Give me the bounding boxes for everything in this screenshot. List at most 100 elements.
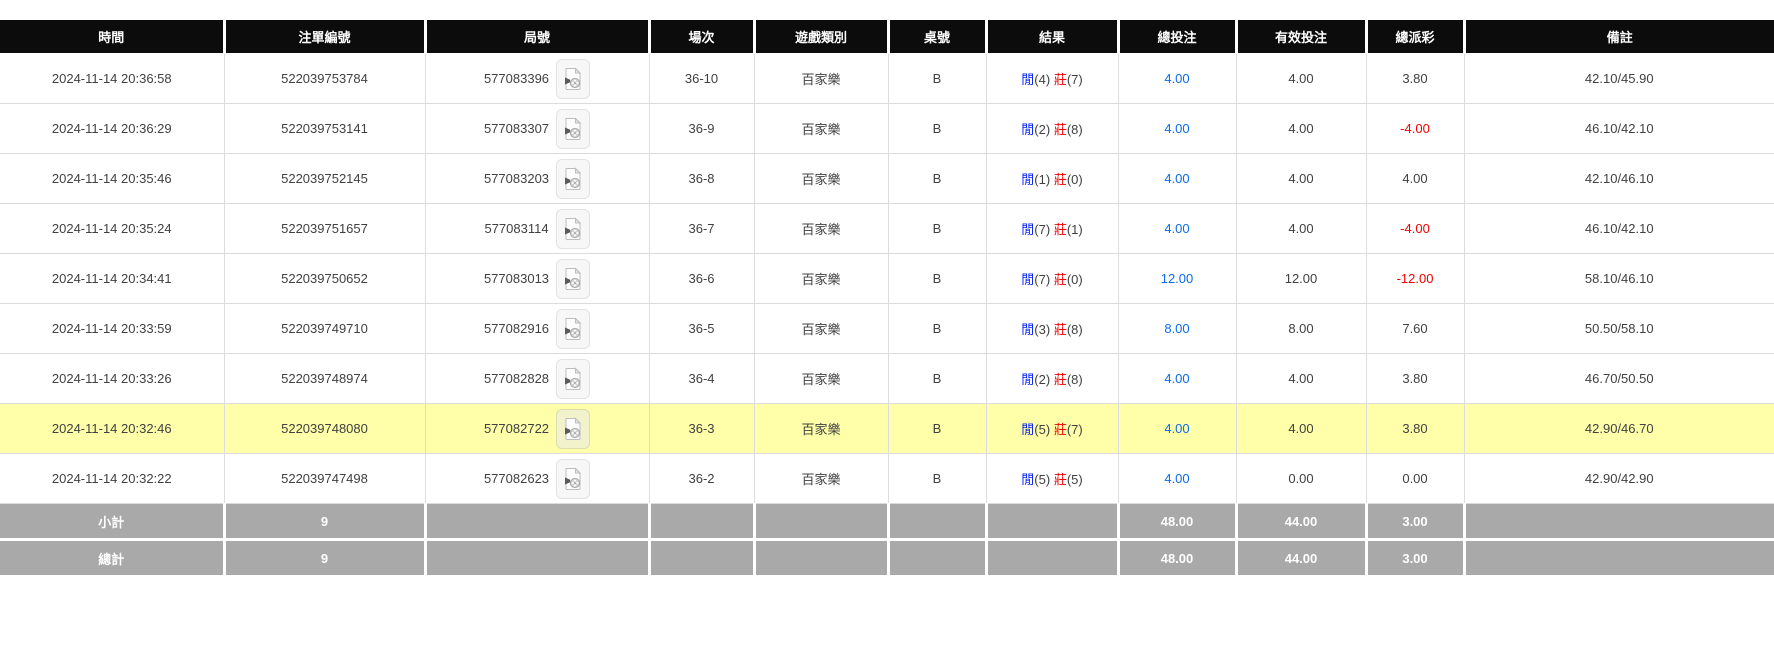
subtotal-payout: 3.00 bbox=[1364, 503, 1464, 540]
table-row[interactable]: 2024-11-14 20:36:58 522039753784 577083396… bbox=[0, 53, 1774, 104]
total-bet-link[interactable]: 4.00 bbox=[1164, 371, 1190, 386]
cell-result: 閒(1) 莊(0) bbox=[985, 153, 1119, 204]
cell-table-no: B bbox=[887, 353, 987, 404]
cell-total-bet[interactable]: 12.00 bbox=[1117, 253, 1237, 304]
round-number: 577082722 bbox=[483, 421, 550, 436]
video-replay-button[interactable] bbox=[556, 258, 591, 299]
video-replay-button[interactable] bbox=[555, 208, 590, 249]
video-replay-button[interactable] bbox=[556, 458, 591, 499]
banker-result-value: (0) bbox=[1066, 272, 1083, 287]
player-result-value: (7) bbox=[1034, 222, 1051, 237]
col-header-valid-bet: 有效投注 bbox=[1234, 20, 1366, 54]
player-result-value: (2) bbox=[1034, 122, 1051, 137]
payout-value: -4.00 bbox=[1400, 221, 1430, 236]
cell-total-bet[interactable]: 4.00 bbox=[1117, 53, 1237, 104]
col-header-payout: 總派彩 bbox=[1364, 20, 1464, 54]
video-replay-button[interactable] bbox=[556, 108, 591, 149]
cell-table-no: B bbox=[887, 203, 987, 254]
banker-result-label: 莊 bbox=[1053, 472, 1067, 487]
total-bet-link[interactable]: 12.00 bbox=[1160, 271, 1194, 286]
cell-result: 閒(7) 莊(1) bbox=[985, 203, 1119, 254]
banker-result-label: 莊 bbox=[1053, 72, 1067, 87]
cell-round: 577083013 bbox=[424, 253, 650, 304]
cell-total-bet[interactable]: 4.00 bbox=[1117, 103, 1237, 154]
player-result-label: 閒 bbox=[1021, 72, 1035, 87]
cell-session: 36-10 bbox=[648, 53, 755, 104]
cell-result: 閒(2) 莊(8) bbox=[985, 103, 1119, 154]
table-row[interactable]: 2024-11-14 20:32:22 522039747498 577082623… bbox=[0, 453, 1774, 504]
table-row[interactable]: 2024-11-14 20:35:24 522039751657 577083114… bbox=[0, 203, 1774, 254]
video-replay-icon bbox=[563, 216, 583, 241]
table-row[interactable]: 2024-11-14 20:36:29 522039753141 577083307… bbox=[0, 103, 1774, 154]
cell-time: 2024-11-14 20:36:29 bbox=[0, 103, 225, 154]
total-bet-link[interactable]: 4.00 bbox=[1164, 71, 1190, 86]
col-header-bet-id: 注單編號 bbox=[222, 20, 425, 54]
video-replay-button[interactable] bbox=[556, 308, 591, 349]
banker-result-label: 莊 bbox=[1053, 122, 1067, 137]
video-replay-icon bbox=[563, 316, 583, 341]
cell-bet-id: 522039749710 bbox=[223, 303, 426, 354]
payout-value: -4.00 bbox=[1400, 121, 1430, 136]
subtotal-session bbox=[647, 503, 754, 540]
round-number: 577083203 bbox=[483, 171, 550, 186]
cell-payout: -4.00 bbox=[1365, 203, 1465, 254]
cell-remark: 46.10/42.10 bbox=[1463, 103, 1774, 154]
table-summary: 小計 9 48.00 44.00 3.00 總計 9 48.00 44.00 3.00 bbox=[0, 503, 1774, 575]
cell-total-bet[interactable]: 4.00 bbox=[1117, 403, 1237, 454]
payout-value: 7.60 bbox=[1402, 321, 1428, 336]
player-result-label: 閒 bbox=[1021, 422, 1035, 437]
total-bet-link[interactable]: 8.00 bbox=[1164, 321, 1190, 336]
cell-valid-bet: 4.00 bbox=[1235, 203, 1367, 254]
grand-total-valid-bet: 44.00 bbox=[1234, 538, 1366, 575]
banker-result-label: 莊 bbox=[1053, 372, 1067, 387]
cell-total-bet[interactable]: 4.00 bbox=[1117, 453, 1237, 504]
video-replay-button[interactable] bbox=[556, 408, 591, 449]
payout-value: 3.80 bbox=[1402, 371, 1428, 386]
table-row[interactable]: 2024-11-14 20:33:26 522039748974 577082828… bbox=[0, 353, 1774, 404]
table-row[interactable]: 2024-11-14 20:35:46 522039752145 577083203… bbox=[0, 153, 1774, 204]
cell-total-bet[interactable]: 4.00 bbox=[1117, 353, 1237, 404]
cell-round: 577082623 bbox=[424, 453, 650, 504]
total-bet-link[interactable]: 4.00 bbox=[1164, 171, 1190, 186]
payout-value: 3.80 bbox=[1402, 71, 1428, 86]
banker-result-value: (0) bbox=[1066, 172, 1083, 187]
banker-result-label: 莊 bbox=[1053, 272, 1067, 287]
cell-game-type: 百家樂 bbox=[753, 103, 889, 154]
cell-round: 577082722 bbox=[424, 403, 650, 454]
grand-total-payout: 3.00 bbox=[1364, 538, 1464, 575]
banker-result-value: (5) bbox=[1066, 472, 1083, 487]
round-number: 577082916 bbox=[483, 321, 550, 336]
cell-game-type: 百家樂 bbox=[753, 403, 889, 454]
total-bet-link[interactable]: 4.00 bbox=[1164, 221, 1190, 236]
video-replay-button[interactable] bbox=[556, 158, 591, 199]
cell-session: 36-4 bbox=[648, 353, 755, 404]
cell-valid-bet: 4.00 bbox=[1235, 53, 1367, 104]
round-number: 577083396 bbox=[483, 71, 550, 86]
cell-game-type: 百家樂 bbox=[753, 453, 889, 504]
round-number: 577083307 bbox=[483, 121, 550, 136]
subtotal-table-no bbox=[886, 503, 986, 540]
video-replay-button[interactable] bbox=[556, 358, 591, 399]
total-bet-link[interactable]: 4.00 bbox=[1164, 121, 1190, 136]
cell-total-bet[interactable]: 4.00 bbox=[1117, 203, 1237, 254]
table-row[interactable]: 2024-11-14 20:32:46 522039748080 577082722… bbox=[0, 403, 1774, 454]
subtotal-total-bet: 48.00 bbox=[1116, 503, 1236, 540]
round-number: 577083013 bbox=[483, 271, 550, 286]
cell-bet-id: 522039747498 bbox=[223, 453, 426, 504]
table-row[interactable]: 2024-11-14 20:33:59 522039749710 577082916… bbox=[0, 303, 1774, 354]
total-bet-link[interactable]: 4.00 bbox=[1164, 421, 1190, 436]
cell-payout: 0.00 bbox=[1365, 453, 1465, 504]
cell-total-bet[interactable]: 8.00 bbox=[1117, 303, 1237, 354]
cell-time: 2024-11-14 20:35:24 bbox=[0, 203, 225, 254]
banker-result-label: 莊 bbox=[1053, 172, 1067, 187]
total-bet-link[interactable]: 4.00 bbox=[1164, 471, 1190, 486]
video-replay-button[interactable] bbox=[556, 58, 591, 99]
banker-result-value: (7) bbox=[1066, 72, 1083, 87]
cell-result: 閒(5) 莊(5) bbox=[985, 453, 1119, 504]
table-row[interactable]: 2024-11-14 20:34:41 522039750652 577083013… bbox=[0, 253, 1774, 304]
cell-bet-id: 522039751657 bbox=[223, 203, 426, 254]
cell-total-bet[interactable]: 4.00 bbox=[1117, 153, 1237, 204]
cell-round: 577082916 bbox=[424, 303, 650, 354]
grand-total-session bbox=[647, 538, 754, 575]
cell-remark: 58.10/46.10 bbox=[1463, 253, 1774, 304]
